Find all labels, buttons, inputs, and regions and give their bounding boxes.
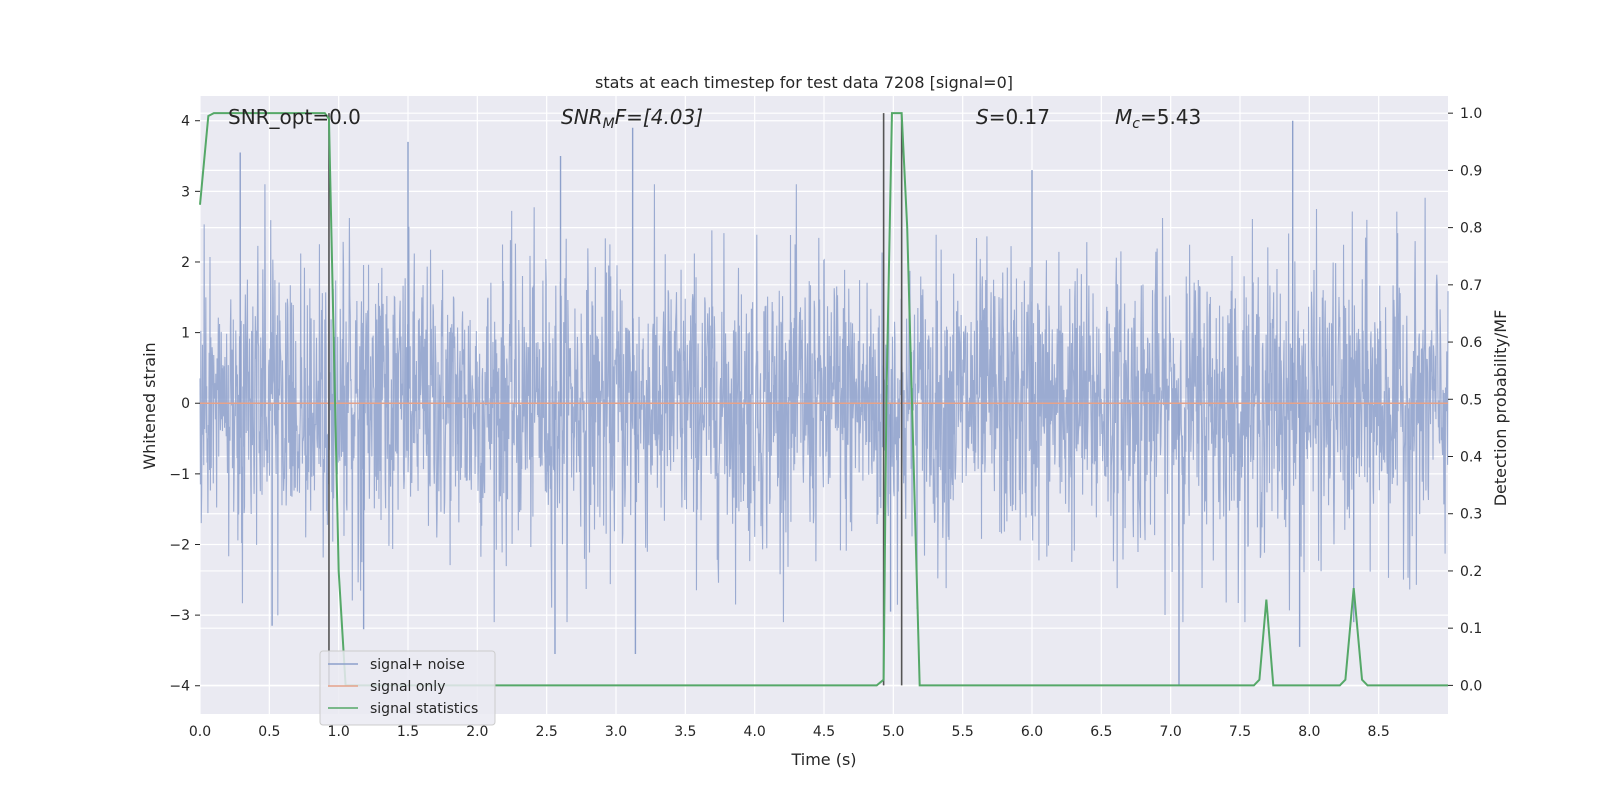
annotation-s: S=0.17 (976, 105, 1050, 129)
annotation-snr-opt: SNR_opt=0.0 (228, 105, 361, 129)
y-tick-label: −4 (169, 679, 190, 695)
y2-tick-label: 1.0 (1460, 106, 1482, 122)
y-tick-label: 1 (181, 326, 190, 342)
x-tick-label: 1.0 (328, 724, 350, 740)
signal-noise-series (199, 120, 1449, 686)
y2-tick-label: 0.2 (1460, 564, 1482, 580)
annotation-mc: Mc=5.43 (1115, 105, 1201, 132)
signal-statistics-line (199, 112, 1448, 687)
annotation-s-value: =0.17 (989, 105, 1050, 129)
y2-tick-label: 0.8 (1460, 221, 1482, 237)
x-tick-label: 4.0 (744, 724, 766, 740)
chart-title: stats at each timestep for test data 720… (595, 73, 1013, 92)
y-tick-label: −2 (169, 537, 190, 553)
x-tick-label: 4.5 (813, 724, 835, 740)
x-tick-label: 0.5 (258, 724, 280, 740)
y-tick-label: 2 (181, 255, 190, 271)
y-tick-label: −3 (169, 608, 190, 624)
annotation-mc-value: =5.43 (1140, 105, 1201, 129)
x-tick-label: 6.0 (1021, 724, 1043, 740)
y2-tick-label: 0.4 (1460, 450, 1482, 466)
x-ticks: 0.0 0.5 1.0 1.5 2.0 2.5 3.0 3.5 4.0 4.5 5.0 5.5 6.0 6… (189, 724, 1390, 740)
legend-label-signal-only: signal only (370, 679, 445, 695)
x-tick-label: 8.5 (1368, 724, 1390, 740)
legend-box (319, 650, 496, 726)
y2-tick-label: 0.6 (1460, 335, 1482, 351)
annotation-snr-mf-f: F=[4.03] (615, 105, 703, 129)
x-tick-label: 7.5 (1229, 724, 1251, 740)
y2-tick-label: 0.0 (1460, 678, 1482, 694)
y-ticks: 4 3 2 1 0 −1 −2 −3 −4 (169, 114, 200, 695)
x-tick-label: 3.0 (605, 724, 627, 740)
legend-label-signal-statistics: signal statistics (370, 701, 478, 717)
signal-statistics-series (199, 112, 1448, 687)
y2-tick-label: 0.3 (1460, 507, 1482, 523)
x-tick-label: 5.0 (882, 724, 904, 740)
annotation-mc-sub: c (1132, 116, 1140, 132)
y-tick-label: 0 (181, 396, 190, 412)
y2-tick-label: 0.1 (1460, 621, 1482, 637)
y-axis-label: Whitened strain (140, 342, 159, 469)
x-tick-label: 5.5 (952, 724, 974, 740)
y-tick-label: −1 (169, 467, 190, 483)
annotation-s-base: S (976, 105, 989, 129)
y2-ticks: 1.0 0.9 0.8 0.7 0.6 0.5 0.4 0.3 0.2 0.1 0.0 (1448, 106, 1482, 694)
x-tick-label: 1.5 (397, 724, 419, 740)
legend-label-signal-noise: signal+ noise (370, 657, 465, 673)
x-tick-label: 8.0 (1298, 724, 1320, 740)
signal-noise-line (199, 184, 1449, 623)
x-tick-label: 0.0 (189, 724, 211, 740)
y-tick-label: 3 (181, 184, 190, 200)
x-tick-label: 6.5 (1090, 724, 1112, 740)
y2-tick-label: 0.9 (1460, 163, 1482, 179)
y2-tick-label: 0.7 (1460, 278, 1482, 294)
x-tick-label: 7.0 (1160, 724, 1182, 740)
y2-axis-label: Detection probability/MF (1491, 310, 1510, 507)
annotation-snr-mf-sub: M (603, 116, 615, 132)
x-tick-label: 2.0 (466, 724, 488, 740)
annotation-mc-base: M (1115, 105, 1132, 129)
y-tick-label: 4 (181, 114, 190, 130)
annotation-snr-mf-base: SNR (561, 105, 603, 129)
x-axis-label: Time (s) (790, 750, 856, 769)
x-tick-label: 2.5 (536, 724, 558, 740)
y2-tick-label: 0.5 (1460, 392, 1482, 408)
x-tick-label: 3.5 (674, 724, 696, 740)
legend: signal+ noise signal only signal statist… (319, 650, 496, 726)
annotation-snr-mf: SNRMF=[4.03] (561, 105, 703, 132)
